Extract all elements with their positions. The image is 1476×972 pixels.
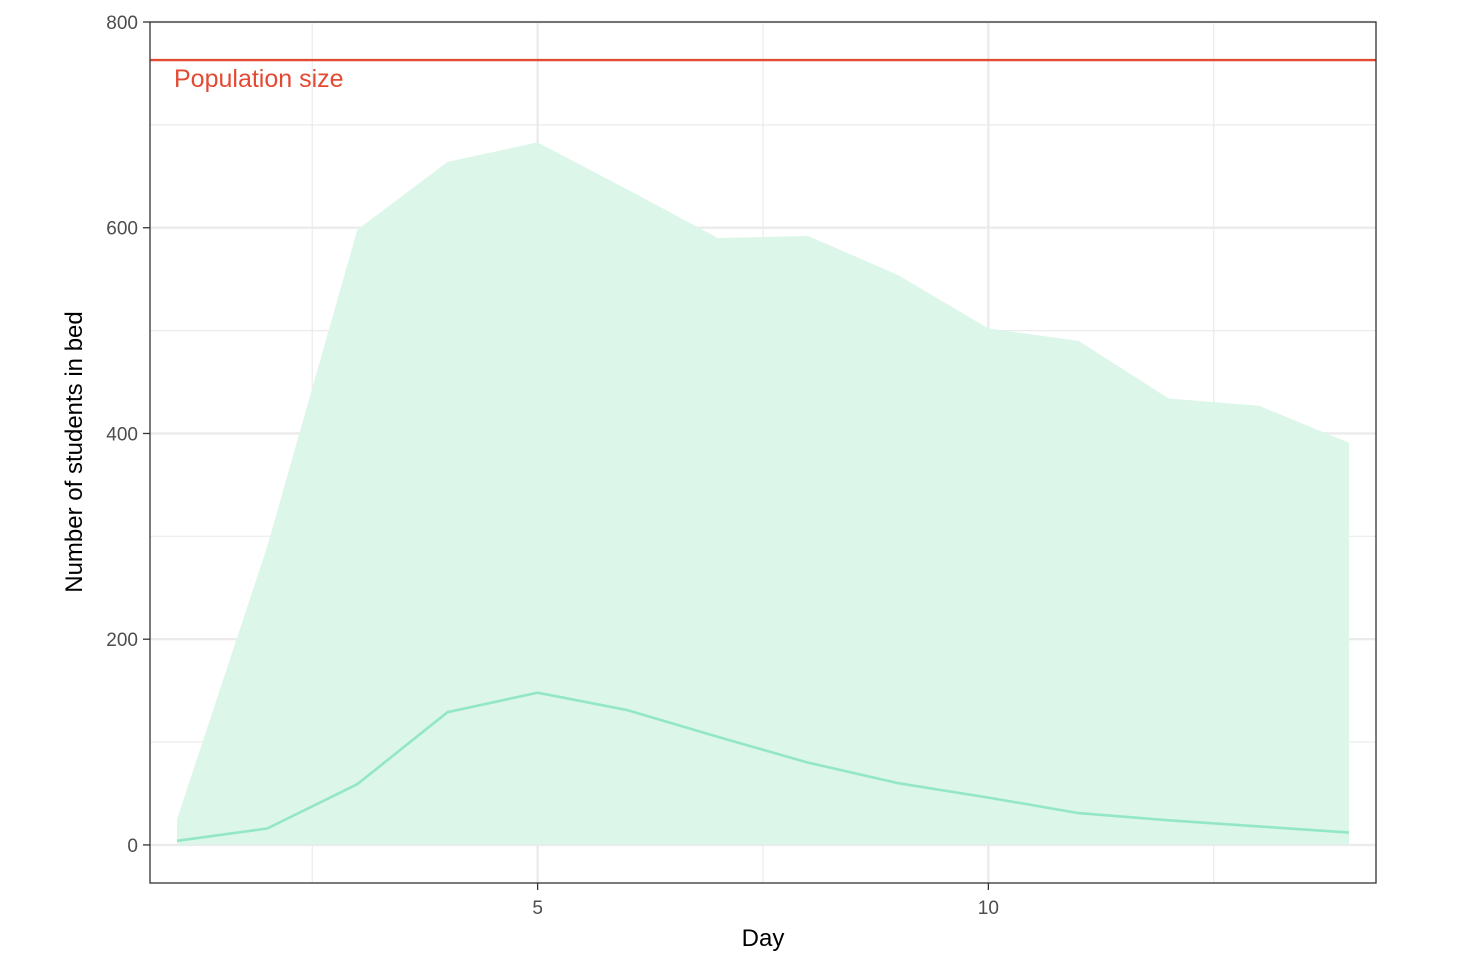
annotation-layer: Population size — [174, 65, 344, 93]
x-tick-label: 5 — [532, 898, 543, 919]
series-line — [176, 691, 1350, 843]
y-axis-title: Number of students in bed — [61, 311, 88, 593]
y-tick-label: 200 — [106, 630, 138, 651]
y-tick-label: 0 — [127, 836, 138, 857]
series-layer — [150, 58, 1376, 845]
y-tick-label: 400 — [106, 424, 138, 445]
ribbon-band — [177, 142, 1349, 845]
plot-border — [149, 21, 1377, 884]
population-size-label: Population size — [174, 65, 344, 93]
axes: 0 200 400 600 800 5 10 — [106, 13, 999, 919]
y-tick-label: 600 — [106, 219, 138, 240]
x-tick-label: 10 — [978, 898, 999, 919]
x-axis-title: Day — [742, 925, 785, 952]
y-tick-label: 800 — [106, 13, 138, 34]
